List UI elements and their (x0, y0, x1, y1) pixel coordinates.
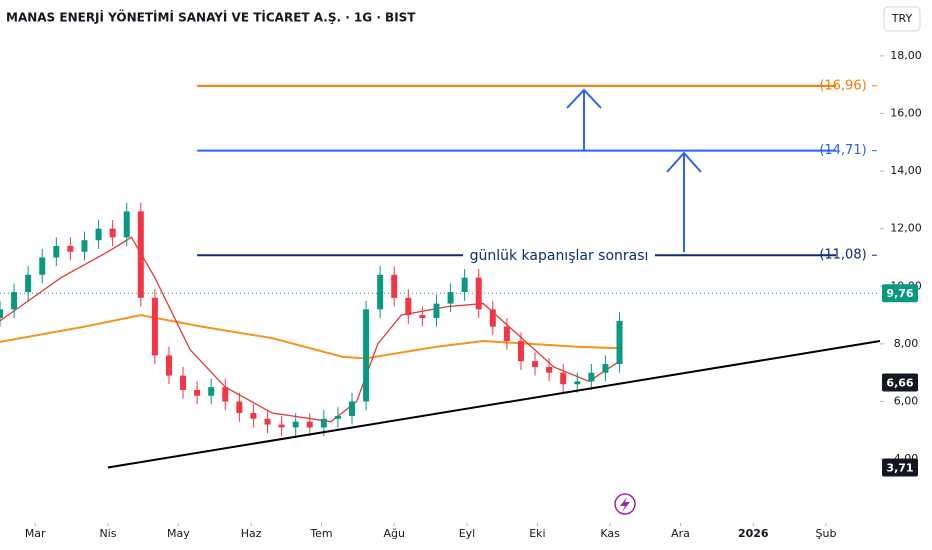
axis-tag-label: 3,71 (886, 461, 913, 474)
candle-body (391, 274, 398, 298)
y-tick-label: 6,00 (894, 395, 919, 408)
candle-body (377, 274, 384, 310)
trendline (107, 340, 881, 469)
candle-body (165, 355, 172, 376)
candle-body (306, 421, 313, 428)
level-label: (11,08) (819, 248, 866, 263)
candle-body (503, 326, 510, 342)
candle-body (25, 274, 32, 293)
candle-body (292, 421, 299, 428)
candle-body (602, 364, 609, 373)
candle-body (236, 401, 243, 414)
candle-body (151, 297, 158, 356)
candle-body (123, 211, 130, 238)
level-label: (14,71) (819, 143, 866, 158)
y-tick-label: 14,00 (890, 164, 922, 177)
x-tick-label: Mar (25, 527, 46, 540)
x-tick-label: Nis (99, 527, 116, 540)
axis-tag (882, 373, 918, 392)
x-tick-label: Ağu (383, 527, 404, 540)
candle-body (264, 418, 271, 425)
level-label: (16,96) (819, 78, 866, 93)
y-tick-label: 12,00 (890, 222, 922, 235)
x-tick-label: Eyl (459, 527, 476, 540)
candle-body (194, 389, 201, 396)
currency-button[interactable] (883, 6, 921, 32)
candle-body (461, 277, 468, 293)
candle-body (95, 228, 102, 241)
annotation: günlük kapanışlar sonrası (470, 248, 649, 264)
x-tick-label: Kas (600, 527, 620, 540)
last-price-label: 9,76 (886, 287, 913, 300)
candle-body (574, 381, 581, 385)
candle-body (489, 309, 496, 327)
y-tick-label: 18,00 (890, 49, 922, 62)
moving-average (0, 236, 620, 423)
annotation-bg (463, 246, 655, 265)
x-tick-label: Haz (241, 527, 262, 540)
candle-body (616, 320, 623, 365)
candle-body (39, 257, 46, 275)
candle-body (363, 309, 370, 402)
moving-average (0, 314, 620, 360)
candle-body (588, 372, 595, 382)
candle-body (137, 211, 144, 298)
candle-body (11, 292, 18, 310)
candle-body (278, 424, 285, 428)
candle-body (475, 277, 482, 310)
candle-body (109, 228, 116, 238)
candle-body (67, 245, 74, 252)
candle-body (517, 341, 524, 362)
x-tick-label: Ara (671, 527, 690, 540)
candle-body (0, 309, 3, 318)
candle-body (447, 292, 454, 304)
x-tick-label: 2026 (738, 527, 769, 540)
last-price-tag (882, 284, 918, 303)
candle-body (334, 415, 341, 419)
candle-body (532, 361, 539, 367)
candle-body (546, 366, 553, 373)
axis-tag-label: 6,66 (886, 377, 913, 390)
chart-title: MANAS ENERJİ YÖNETİMİ SANAYİ VE TİCARET … (6, 10, 416, 25)
candle-body (180, 375, 187, 390)
candle-body (405, 297, 412, 316)
y-tick-label: 16,00 (890, 106, 922, 119)
candle-body (53, 245, 60, 258)
candle-body (349, 401, 355, 416)
currency-label[interactable]: TRY (891, 12, 913, 25)
y-tick-label: 8,00 (894, 337, 919, 350)
candle-body (419, 315, 426, 318)
candle-body (81, 240, 88, 252)
candle-body (560, 372, 567, 385)
x-tick-label: Tem (309, 527, 332, 540)
x-tick-label: Eki (529, 527, 545, 540)
arrows (566, 88, 702, 252)
candle-body (222, 387, 229, 402)
lightning-icon[interactable] (614, 493, 636, 515)
candle-body (250, 413, 257, 419)
x-tick-label: Şub (816, 527, 837, 540)
axis-tag (882, 458, 918, 477)
candle-body (433, 303, 440, 318)
candle-body (208, 387, 215, 396)
x-tick-label: May (167, 527, 190, 540)
candle-body (320, 418, 327, 428)
